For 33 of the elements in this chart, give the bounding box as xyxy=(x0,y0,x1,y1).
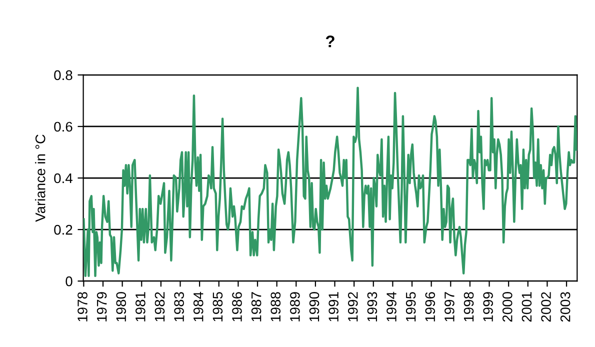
x-tick-label: 1986 xyxy=(232,292,242,322)
x-tick-label: 1993 xyxy=(367,292,378,322)
x-tick-label: 1996 xyxy=(425,292,436,322)
x-tick-label: 1983 xyxy=(174,292,184,322)
x-tick-label: 1981 xyxy=(136,292,146,322)
x-tick-label: 1998 xyxy=(464,292,474,322)
x-tick-label: 1987 xyxy=(251,292,262,322)
x-tick-label: 1978 xyxy=(78,292,88,322)
y-tick-label: 0.8 xyxy=(54,70,72,80)
x-tick-label: 1991 xyxy=(328,292,338,322)
x-tick-label: 1979 xyxy=(96,292,107,322)
x-tick-label: 2002 xyxy=(541,292,551,322)
x-tick-label: 1992 xyxy=(348,292,358,322)
chart-title: ? xyxy=(326,36,334,48)
x-tick-label: 1994 xyxy=(386,292,396,322)
y-tick-label: 0 xyxy=(66,276,72,286)
x-tick-label: 1989 xyxy=(290,292,300,322)
x-tick-label: 2001 xyxy=(522,292,532,322)
y-axis-title: Variance in °C xyxy=(35,134,46,222)
x-tick-label: 1985 xyxy=(212,292,223,322)
x-tick-label: 1982 xyxy=(154,292,165,322)
x-tick-label: 2000 xyxy=(502,292,512,322)
x-tick-label: 1984 xyxy=(193,292,204,322)
x-tick-label: 1995 xyxy=(406,292,416,322)
x-tick-label: 1999 xyxy=(483,292,493,322)
y-tick-label: 0.2 xyxy=(54,224,72,235)
x-tick-label: 1997 xyxy=(444,292,454,322)
x-tick-label: 1990 xyxy=(309,292,320,322)
y-tick-label: 0.6 xyxy=(54,122,72,132)
x-tick-label: 2003 xyxy=(560,292,570,322)
y-tick-label: 0.4 xyxy=(54,173,72,184)
x-tick-label: 1980 xyxy=(116,292,126,322)
x-tick-label: 1988 xyxy=(270,292,281,322)
